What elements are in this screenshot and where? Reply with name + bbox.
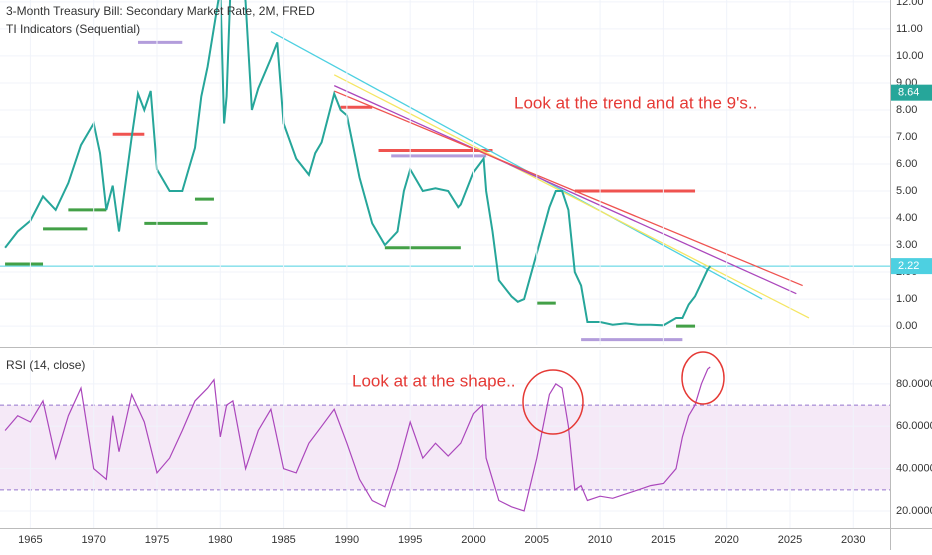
- y-tick-label: 20.0000: [896, 505, 932, 517]
- y-tick-label: 3.00: [896, 239, 917, 251]
- chart-title: 3-Month Treasury Bill: Secondary Market …: [6, 4, 315, 18]
- y-tick-label: 0.00: [896, 320, 917, 332]
- price-tag-label: 8.64: [898, 87, 919, 99]
- rsi-pane: [0, 350, 890, 528]
- price-tag: [891, 84, 932, 101]
- y-tick-label: 5.00: [896, 185, 917, 197]
- x-tick-label: 2000: [461, 534, 485, 546]
- x-tick-label: 1990: [335, 534, 359, 546]
- x-tick-label: 1975: [145, 534, 169, 546]
- annotation: Look at at the shape..: [352, 371, 516, 390]
- indicator-name: TI Indicators (Sequential): [6, 22, 140, 36]
- annotation: Look at the trend and at the 9's..: [514, 93, 757, 112]
- y-tick-label: 8.00: [896, 104, 917, 116]
- y-tick-label: 40.0000: [896, 463, 932, 475]
- price-tag-label: 2.22: [898, 260, 919, 272]
- trendline: [333, 85, 797, 295]
- x-tick-label: 2015: [651, 534, 675, 546]
- x-tick-label: 1995: [398, 534, 422, 546]
- x-tick-label: 2030: [841, 534, 865, 546]
- x-tick-label: 1965: [18, 534, 42, 546]
- series-line: [4, 366, 711, 512]
- y-tick-label: 11.00: [896, 23, 923, 35]
- x-tick-label: 2020: [714, 534, 738, 546]
- x-tick-label: 2025: [778, 534, 802, 546]
- y-tick-label: 80.0000: [896, 378, 932, 390]
- y-tick-label: 6.00: [896, 158, 917, 170]
- axes: 0.001.002.003.004.005.006.007.008.009.00…: [18, 0, 932, 546]
- y-tick-label: 60.0000: [896, 420, 932, 432]
- x-tick-label: 1970: [81, 534, 105, 546]
- x-tick-label: 2005: [525, 534, 549, 546]
- rsi-band: [0, 405, 890, 490]
- y-tick-label: 10.00: [896, 50, 924, 62]
- y-tick-label: 7.00: [896, 131, 917, 143]
- annotation-circle: [522, 369, 584, 435]
- x-tick-label: 2010: [588, 534, 612, 546]
- rsi-title: RSI (14, close): [6, 358, 85, 372]
- price-tag: [891, 258, 932, 275]
- y-tick-label: 4.00: [896, 212, 917, 224]
- trendline: [333, 90, 803, 287]
- x-tick-label: 1985: [271, 534, 295, 546]
- annotation-circle: [681, 351, 725, 405]
- trendline: [333, 74, 810, 319]
- y-tick-label: 12.00: [896, 0, 924, 8]
- y-tick-label: 1.00: [896, 293, 917, 305]
- x-tick-label: 1980: [208, 534, 232, 546]
- price-pane: [0, 0, 890, 345]
- trendline: [270, 31, 763, 300]
